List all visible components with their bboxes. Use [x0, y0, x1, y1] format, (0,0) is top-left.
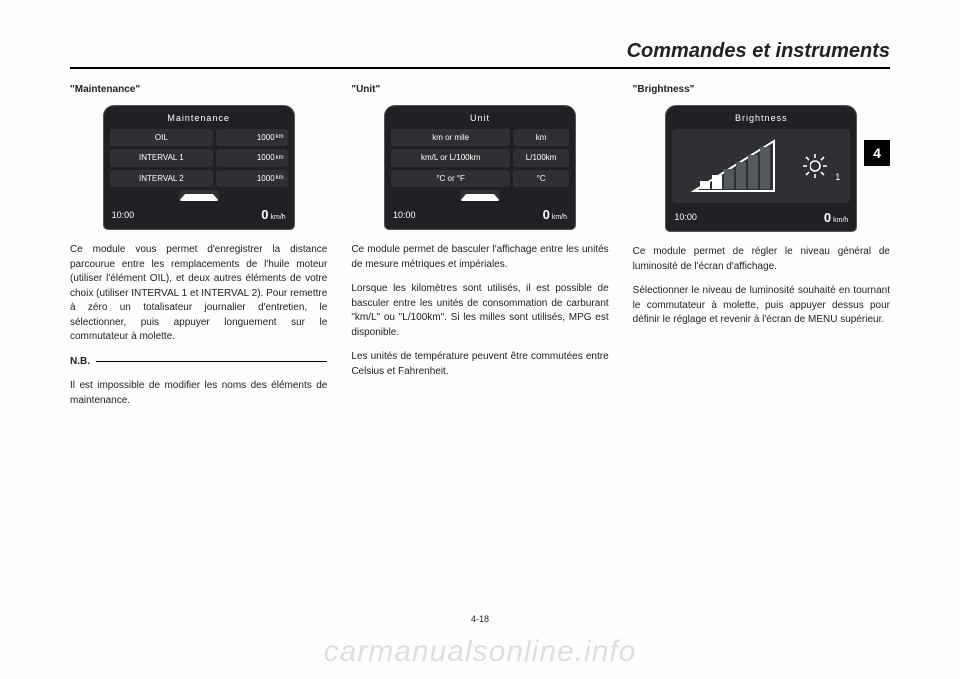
- watermark: carmanualsonline.info: [0, 635, 960, 669]
- screen2-up: [391, 190, 569, 201]
- row-temp-val: °C: [513, 170, 569, 188]
- row-oil-label: OIL: [110, 129, 213, 147]
- screen1-title: Maintenance: [110, 112, 288, 125]
- screen3-status: 10:00 0km/h: [672, 207, 850, 228]
- screen2-status: 10:00 0km/h: [391, 204, 569, 225]
- nb-rule: [96, 361, 327, 362]
- gauge-bar-2: [712, 175, 722, 189]
- screen-wrap-3: Brightness: [633, 106, 890, 232]
- row-oil: OIL 1000km: [110, 129, 288, 147]
- up-arrow-icon: [179, 190, 219, 201]
- nb-line: N.B.: [70, 355, 327, 370]
- page: Commandes et instruments "Maintenance" M…: [70, 40, 890, 624]
- row-int1: INTERVAL 1 1000km: [110, 149, 288, 167]
- gauge-bar-3: [724, 169, 734, 189]
- col2-heading: "Unit": [351, 83, 608, 98]
- col3-heading: "Brightness": [633, 83, 890, 98]
- col3-body2: Sélectionner le niveau de luminosité sou…: [633, 284, 890, 328]
- row-int2-val: 1000km: [216, 170, 288, 188]
- screen1-up: [110, 190, 288, 201]
- screen-brightness: Brightness: [666, 106, 856, 232]
- screen-unit: Unit km or mile km km/L or L/100km L/100…: [385, 106, 575, 230]
- row-temp: °C or °F °C: [391, 170, 569, 188]
- row-int1-label: INTERVAL 1: [110, 149, 213, 167]
- up-arrow-icon: [460, 190, 500, 201]
- col2-body3: Les unités de température peuvent être c…: [351, 350, 608, 379]
- row-oil-val: 1000km: [216, 129, 288, 147]
- page-header: Commandes et instruments: [70, 40, 890, 69]
- page-number: 4-18: [70, 614, 890, 624]
- col1-heading: "Maintenance": [70, 83, 327, 98]
- screen2-time: 10:00: [393, 209, 416, 222]
- sun-icon: [802, 153, 828, 179]
- screen2-speed: 0km/h: [543, 206, 567, 225]
- row-consum-val: L/100km: [513, 149, 569, 167]
- gauge-bar-1: [700, 181, 710, 189]
- row-temp-label: °C or °F: [391, 170, 510, 188]
- brightness-body: 1: [672, 129, 850, 203]
- screen-wrap-1: Maintenance OIL 1000km INTERVAL 1 1000km…: [70, 106, 327, 230]
- row-consum: km/L or L/100km L/100km: [391, 149, 569, 167]
- row-int2: INTERVAL 2 1000km: [110, 170, 288, 188]
- screen3-time: 10:00: [674, 211, 697, 224]
- columns: "Maintenance" Maintenance OIL 1000km INT…: [70, 83, 890, 418]
- brightness-gauge: [690, 137, 780, 195]
- page-title: Commandes et instruments: [70, 40, 890, 63]
- nb-label: N.B.: [70, 355, 90, 370]
- gauge-bar-6: [760, 147, 770, 189]
- chapter-tab: 4: [864, 140, 890, 166]
- row-kmmile-label: km or mile: [391, 129, 510, 147]
- gauge-bar-5: [748, 155, 758, 189]
- row-consum-label: km/L or L/100km: [391, 149, 510, 167]
- col1-body: Ce module vous permet d'enregistrer la d…: [70, 243, 327, 345]
- screen2-title: Unit: [391, 112, 569, 125]
- col2-body2: Lorsque les kilomètres sont utilisés, il…: [351, 282, 608, 340]
- gauge-bar-4: [736, 162, 746, 189]
- row-int2-label: INTERVAL 2: [110, 170, 213, 188]
- col2-body1: Ce module permet de basculer l'affichage…: [351, 243, 608, 272]
- col-unit: "Unit" Unit km or mile km km/L or L/100k…: [351, 83, 608, 418]
- col1-nb: Il est impossible de modifier les noms d…: [70, 379, 327, 408]
- screen1-speed: 0km/h: [261, 206, 285, 225]
- brightness-callout: 1: [835, 171, 840, 184]
- screen1-time: 10:00: [112, 209, 135, 222]
- screen1-status: 10:00 0km/h: [110, 204, 288, 225]
- screen3-speed: 0km/h: [824, 209, 848, 228]
- row-int1-val: 1000km: [216, 149, 288, 167]
- col-maintenance: "Maintenance" Maintenance OIL 1000km INT…: [70, 83, 327, 418]
- row-kmmile: km or mile km: [391, 129, 569, 147]
- screen-wrap-2: Unit km or mile km km/L or L/100km L/100…: [351, 106, 608, 230]
- col-brightness: "Brightness" Brightness: [633, 83, 890, 418]
- screen-maintenance: Maintenance OIL 1000km INTERVAL 1 1000km…: [104, 106, 294, 230]
- screen3-title: Brightness: [672, 112, 850, 125]
- col3-body1: Ce module permet de régler le niveau gén…: [633, 245, 890, 274]
- row-kmmile-val: km: [513, 129, 569, 147]
